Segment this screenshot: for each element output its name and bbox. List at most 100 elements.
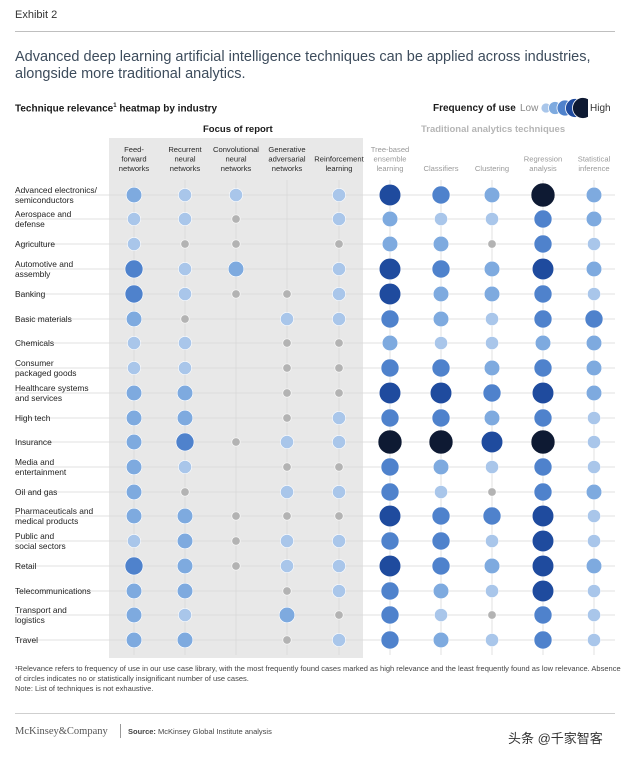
source-line: Source: McKinsey Global Institute analys… <box>128 727 272 736</box>
heat-bubble <box>485 212 499 226</box>
heat-bubble <box>485 534 499 548</box>
heat-bubble <box>485 336 499 350</box>
heat-bubble <box>380 482 400 502</box>
row-label: Banking <box>15 289 46 299</box>
heat-bubble <box>483 409 501 427</box>
column-header: Regression analysis <box>524 155 562 174</box>
legend-bubble-5 <box>572 97 588 119</box>
heat-bubble <box>380 581 400 601</box>
heat-bubble <box>587 411 601 425</box>
heat-bubble <box>531 381 555 405</box>
heat-bubble <box>332 312 346 326</box>
row-label: Advanced electronics/semiconductors <box>15 185 98 205</box>
heat-bubble <box>533 630 553 650</box>
heat-bubble <box>332 262 346 276</box>
heat-bubble <box>380 358 400 378</box>
heat-bubble <box>125 631 143 649</box>
heat-bubble <box>231 289 241 299</box>
heat-bubble <box>585 557 603 575</box>
heat-bubble <box>380 630 400 650</box>
heat-bubble <box>432 582 450 600</box>
heat-bubble <box>483 260 501 278</box>
heat-bubble <box>125 458 143 476</box>
legend-high-label: High <box>590 103 611 114</box>
heat-bubble <box>381 235 399 253</box>
heat-bubble <box>332 534 346 548</box>
row-label: Travel <box>15 635 38 645</box>
heat-bubble <box>530 182 556 208</box>
heat-bubble <box>125 384 143 402</box>
heat-bubble <box>483 359 501 377</box>
heat-bubble <box>380 457 400 477</box>
heat-bubble <box>334 610 344 620</box>
heat-bubble <box>231 437 241 447</box>
heat-bubble <box>125 606 143 624</box>
heat-bubble <box>125 409 143 427</box>
heat-bubble <box>332 559 346 573</box>
heat-bubble <box>180 239 190 249</box>
footer-separator <box>120 724 121 738</box>
heat-bubble <box>434 212 448 226</box>
heat-bubble <box>483 285 501 303</box>
heat-bubble <box>429 381 453 405</box>
heat-bubble <box>176 507 194 525</box>
heat-bubble <box>434 608 448 622</box>
heat-bubble <box>127 336 141 350</box>
heat-bubble <box>585 359 603 377</box>
exhibit-label: Exhibit 2 <box>15 9 58 21</box>
heat-bubble <box>380 408 400 428</box>
row-label: Media and entertainment <box>15 457 67 477</box>
heat-bubble <box>178 188 192 202</box>
heat-bubble <box>381 210 399 228</box>
heat-bubble <box>431 531 451 551</box>
heatmap-title-main: Technique relevance <box>15 103 114 115</box>
heat-bubble <box>531 529 555 553</box>
heat-bubble <box>485 312 499 326</box>
heat-bubble <box>334 388 344 398</box>
heat-bubble <box>332 435 346 449</box>
heat-bubble <box>125 582 143 600</box>
heat-bubble <box>282 388 292 398</box>
heat-bubble <box>587 633 601 647</box>
heat-bubble <box>125 483 143 501</box>
heat-bubble <box>124 556 144 576</box>
heat-bubble <box>282 338 292 348</box>
heat-bubble <box>378 282 402 306</box>
heat-bubble <box>534 334 552 352</box>
footnote-relevance: ¹Relevance refers to frequency of use in… <box>15 664 621 683</box>
heat-bubble <box>332 188 346 202</box>
row-label: Retail <box>15 561 37 571</box>
column-header: Generative adversarial networks <box>268 145 305 173</box>
heat-bubble <box>280 559 294 573</box>
heat-bubble <box>482 383 502 403</box>
brand-logo: McKinsey&Company <box>15 726 108 737</box>
heat-bubble <box>125 186 143 204</box>
heat-bubble <box>231 561 241 571</box>
traditional-group-title: Traditional analytics techniques <box>421 124 566 135</box>
heat-bubble <box>282 635 292 645</box>
heat-bubble <box>585 384 603 402</box>
heat-bubble <box>585 210 603 228</box>
heat-bubble <box>231 536 241 546</box>
heat-bubble <box>587 608 601 622</box>
heat-bubble <box>431 358 451 378</box>
heat-bubble <box>332 287 346 301</box>
heat-bubble <box>487 239 497 249</box>
row-label: High tech <box>15 413 51 423</box>
row-label: Chemicals <box>15 338 54 348</box>
heat-bubble <box>282 511 292 521</box>
heat-bubble <box>533 358 553 378</box>
heat-bubble <box>178 262 192 276</box>
heat-bubble <box>482 506 502 526</box>
heat-bubble <box>180 487 190 497</box>
column-header: Statistical inference <box>578 155 611 174</box>
heat-bubble <box>531 579 555 603</box>
heat-bubble <box>332 485 346 499</box>
heat-bubble <box>381 334 399 352</box>
legend-title: Frequency of use <box>433 103 516 114</box>
heat-bubble <box>229 188 243 202</box>
focus-group-title: Focus of report <box>203 124 273 135</box>
row-label: Agriculture <box>15 239 55 249</box>
heat-bubble <box>585 483 603 501</box>
heat-bubble <box>483 186 501 204</box>
